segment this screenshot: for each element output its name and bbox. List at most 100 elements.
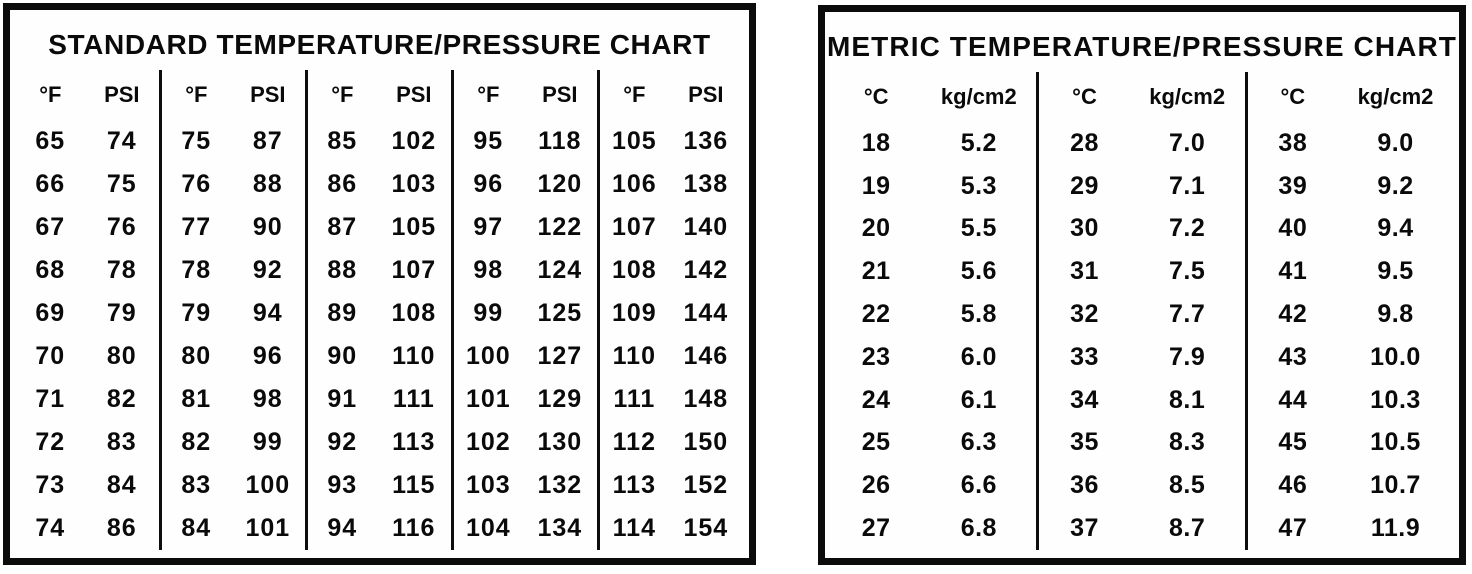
pressure-unit-header: PSI (396, 82, 432, 107)
metric-chart-grid: °C kg/cm2 18 5.2 19 5.3 20 5.5 21 5.6 22 5.8 23 6.0 24… (831, 72, 1453, 550)
pressure-value: 80 (106, 342, 137, 370)
temp-value: 18 (861, 128, 891, 157)
pressure-value: 8.5 (1169, 471, 1206, 500)
pressure-value: 110 (392, 342, 436, 370)
pressure-value: 100 (245, 471, 291, 499)
standard-chart-title: STANDARD TEMPERATURE/PRESSURE CHART (48, 29, 711, 60)
pressure-value: 82 (106, 385, 137, 413)
pressure-value: 113 (392, 428, 436, 456)
temp-value: 96 (473, 170, 504, 198)
temp-unit-header: °F (185, 82, 208, 107)
temp-value: 104 (465, 514, 511, 542)
pressure-value: 103 (391, 170, 437, 198)
pressure-value: 9.4 (1377, 214, 1414, 243)
pressure-value: 142 (683, 256, 729, 284)
pressure-value: 140 (683, 213, 729, 241)
pressure-value: 11.9 (1370, 514, 1421, 543)
temp-value: 29 (1070, 171, 1099, 200)
pressure-value: 125 (537, 299, 583, 327)
pressure-value: 124 (537, 256, 583, 284)
temp-value: 98 (473, 256, 504, 284)
temp-value: 46 (1278, 471, 1308, 500)
temp-value: 88 (327, 256, 358, 284)
pressure-value: 5.3 (960, 171, 997, 200)
pressure-value: 102 (391, 127, 437, 155)
column-group: °F PSI 75 87 76 88 77 90 78 92 79 94 80 96 81 98 82 99 83 1… (159, 70, 305, 550)
temp-unit-header: °C (1072, 84, 1097, 109)
pressure-unit-header: kg/cm2 (1149, 84, 1226, 109)
temp-value: 102 (465, 428, 511, 456)
temp-value: 34 (1070, 385, 1099, 414)
pressure-value: 6.1 (960, 385, 997, 414)
temp-value: 67 (35, 213, 66, 241)
temp-value: 20 (861, 214, 891, 243)
temp-value: 92 (327, 428, 358, 456)
temp-value: 35 (1070, 428, 1099, 457)
pressure-value: 5.8 (960, 300, 997, 329)
temp-value: 103 (465, 471, 511, 499)
pressure-value: 118 (538, 127, 582, 155)
pressure-value: 122 (537, 213, 583, 241)
pressure-value: 8.3 (1169, 428, 1206, 457)
temp-unit-header: °F (623, 82, 646, 107)
temp-value: 77 (181, 213, 212, 241)
temp-value: 73 (35, 471, 66, 499)
pressure-value: 129 (537, 385, 583, 413)
temp-value: 33 (1070, 342, 1099, 371)
pressure-value: 9.5 (1377, 257, 1414, 286)
pressure-value: 152 (683, 471, 729, 499)
pressure-value: 7.5 (1169, 257, 1206, 286)
column-group: °F PSI 65 74 66 75 67 76 68 78 69 79 70 80 71 82 72 83 73 8… (16, 70, 159, 550)
pressure-unit-header: PSI (104, 82, 140, 107)
temp-value: 36 (1070, 471, 1099, 500)
pressure-value: 108 (391, 299, 437, 327)
pressure-value: 74 (106, 127, 137, 155)
pressure-value: 116 (392, 514, 436, 542)
pressure-value: 5.2 (960, 128, 997, 157)
column-group: °C kg/cm2 18 5.2 19 5.3 20 5.5 21 5.6 22 5.8 23 6.0 24… (831, 72, 1036, 550)
pressure-value: 9.0 (1377, 128, 1414, 157)
pressure-value: 6.6 (960, 471, 997, 500)
pressure-value: 144 (683, 299, 729, 327)
pressure-value: 7.9 (1169, 342, 1206, 371)
pressure-value: 150 (683, 428, 729, 456)
pressure-value: 8.1 (1169, 385, 1206, 414)
pressure-value: 10.3 (1370, 385, 1421, 414)
temp-value: 19 (861, 171, 891, 200)
temp-value: 68 (35, 256, 66, 284)
temp-value: 26 (861, 471, 891, 500)
pressure-value: 5.5 (960, 214, 997, 243)
temp-value: 109 (611, 299, 657, 327)
metric-chart-title: METRIC TEMPERATURE/PRESSURE CHART (826, 31, 1458, 62)
temp-value: 40 (1278, 214, 1308, 243)
pressure-value: 10.7 (1370, 471, 1421, 500)
pressure-value: 6.3 (960, 428, 997, 457)
temp-value: 110 (612, 342, 656, 370)
pressure-value: 90 (252, 213, 283, 241)
pressure-unit-header: PSI (250, 82, 286, 107)
pressure-value: 120 (537, 170, 583, 198)
pressure-value: 6.0 (960, 342, 997, 371)
temp-value: 22 (861, 300, 891, 329)
temp-value: 32 (1070, 300, 1099, 329)
pressure-value: 115 (392, 471, 436, 499)
pressure-value: 99 (252, 428, 283, 456)
pressure-value: 9.8 (1377, 300, 1414, 329)
temp-value: 70 (35, 342, 66, 370)
temp-unit-header: °F (39, 82, 62, 107)
temp-value: 44 (1278, 385, 1308, 414)
temp-value: 106 (611, 170, 657, 198)
temp-value: 111 (613, 385, 656, 413)
pressure-value: 86 (106, 514, 137, 542)
column-group: °F PSI 105 136 106 138 107 140 108 142 109 144 110 14… (597, 70, 743, 550)
temp-unit-header: °C (863, 84, 889, 109)
pressure-value: 132 (537, 471, 583, 499)
pressure-value: 127 (537, 342, 583, 370)
temp-value: 82 (181, 428, 212, 456)
temp-value: 74 (35, 514, 66, 542)
pressure-unit-header: kg/cm2 (940, 84, 1017, 109)
temp-value: 93 (327, 471, 358, 499)
temp-value: 38 (1278, 128, 1308, 157)
temp-value: 66 (35, 170, 66, 198)
pressure-value: 5.6 (960, 257, 997, 286)
